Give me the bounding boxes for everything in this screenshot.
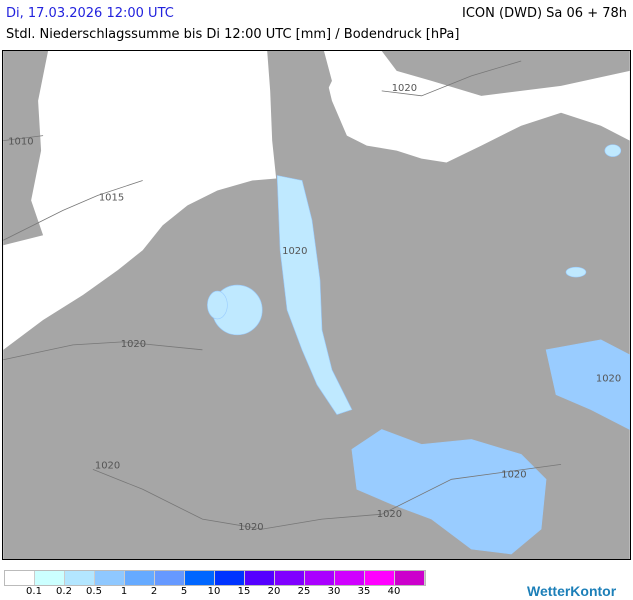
great-britain <box>3 51 49 246</box>
legend-swatch <box>155 571 185 585</box>
legend-swatch <box>305 571 335 585</box>
legend-label: 2 <box>150 586 158 597</box>
legend-swatch <box>95 571 125 585</box>
legend-swatch <box>365 571 395 585</box>
isobar-label: 1020 <box>282 246 307 257</box>
isobar-label: 1020 <box>95 460 120 471</box>
legend-label: 0.2 <box>56 586 72 597</box>
legend-label: 15 <box>237 586 251 597</box>
legend-swatch <box>65 571 95 585</box>
legend-label: 25 <box>297 586 311 597</box>
legend-swatch <box>125 571 155 585</box>
isobar-label: 1020 <box>121 339 146 350</box>
legend-label: 10 <box>207 586 221 597</box>
valid-time: Di, 17.03.2026 12:00 UTC <box>6 6 174 21</box>
legend-swatch <box>215 571 245 585</box>
legend-label: 1 <box>120 586 128 597</box>
isobar-label: 1020 <box>238 522 263 533</box>
legend-swatch <box>5 571 35 585</box>
legend-label: 0.1 <box>26 586 42 597</box>
legend-swatch <box>395 571 425 585</box>
isobar-label: 1015 <box>99 192 124 203</box>
legend-label: 0.5 <box>86 586 102 597</box>
legend-swatch <box>245 571 275 585</box>
isobar-label: 1010 <box>8 137 33 148</box>
legend-label: 40 <box>387 586 401 597</box>
weather-map: 1010 1015 1020 1020 1020 1020 1020 1020 … <box>2 50 631 560</box>
legend-swatch <box>275 571 305 585</box>
parameter-title: Stdl. Niederschlagssumme bis Di 12:00 UT… <box>6 27 460 42</box>
legend-swatch <box>35 571 65 585</box>
legend-swatch <box>185 571 215 585</box>
denmark <box>287 51 332 111</box>
legend-label: 5 <box>180 586 188 597</box>
sweden <box>381 51 630 96</box>
isobars <box>3 60 562 530</box>
color-legend <box>4 570 426 586</box>
isobar-label: 1020 <box>392 83 417 94</box>
legend-label: 30 <box>327 586 341 597</box>
model-run: ICON (DWD) Sa 06 + 78h <box>462 6 627 21</box>
legend-label: 35 <box>357 586 371 597</box>
precipitation <box>207 144 630 555</box>
isobar-label: 1020 <box>501 469 526 480</box>
wetterkontor-logo: WetterKontor <box>527 583 617 599</box>
legend-label: 20 <box>267 586 281 597</box>
isobar-label: 1020 <box>377 509 402 520</box>
isobar-label: 1020 <box>596 374 621 385</box>
legend-swatch <box>335 571 365 585</box>
north-sea <box>3 51 277 350</box>
